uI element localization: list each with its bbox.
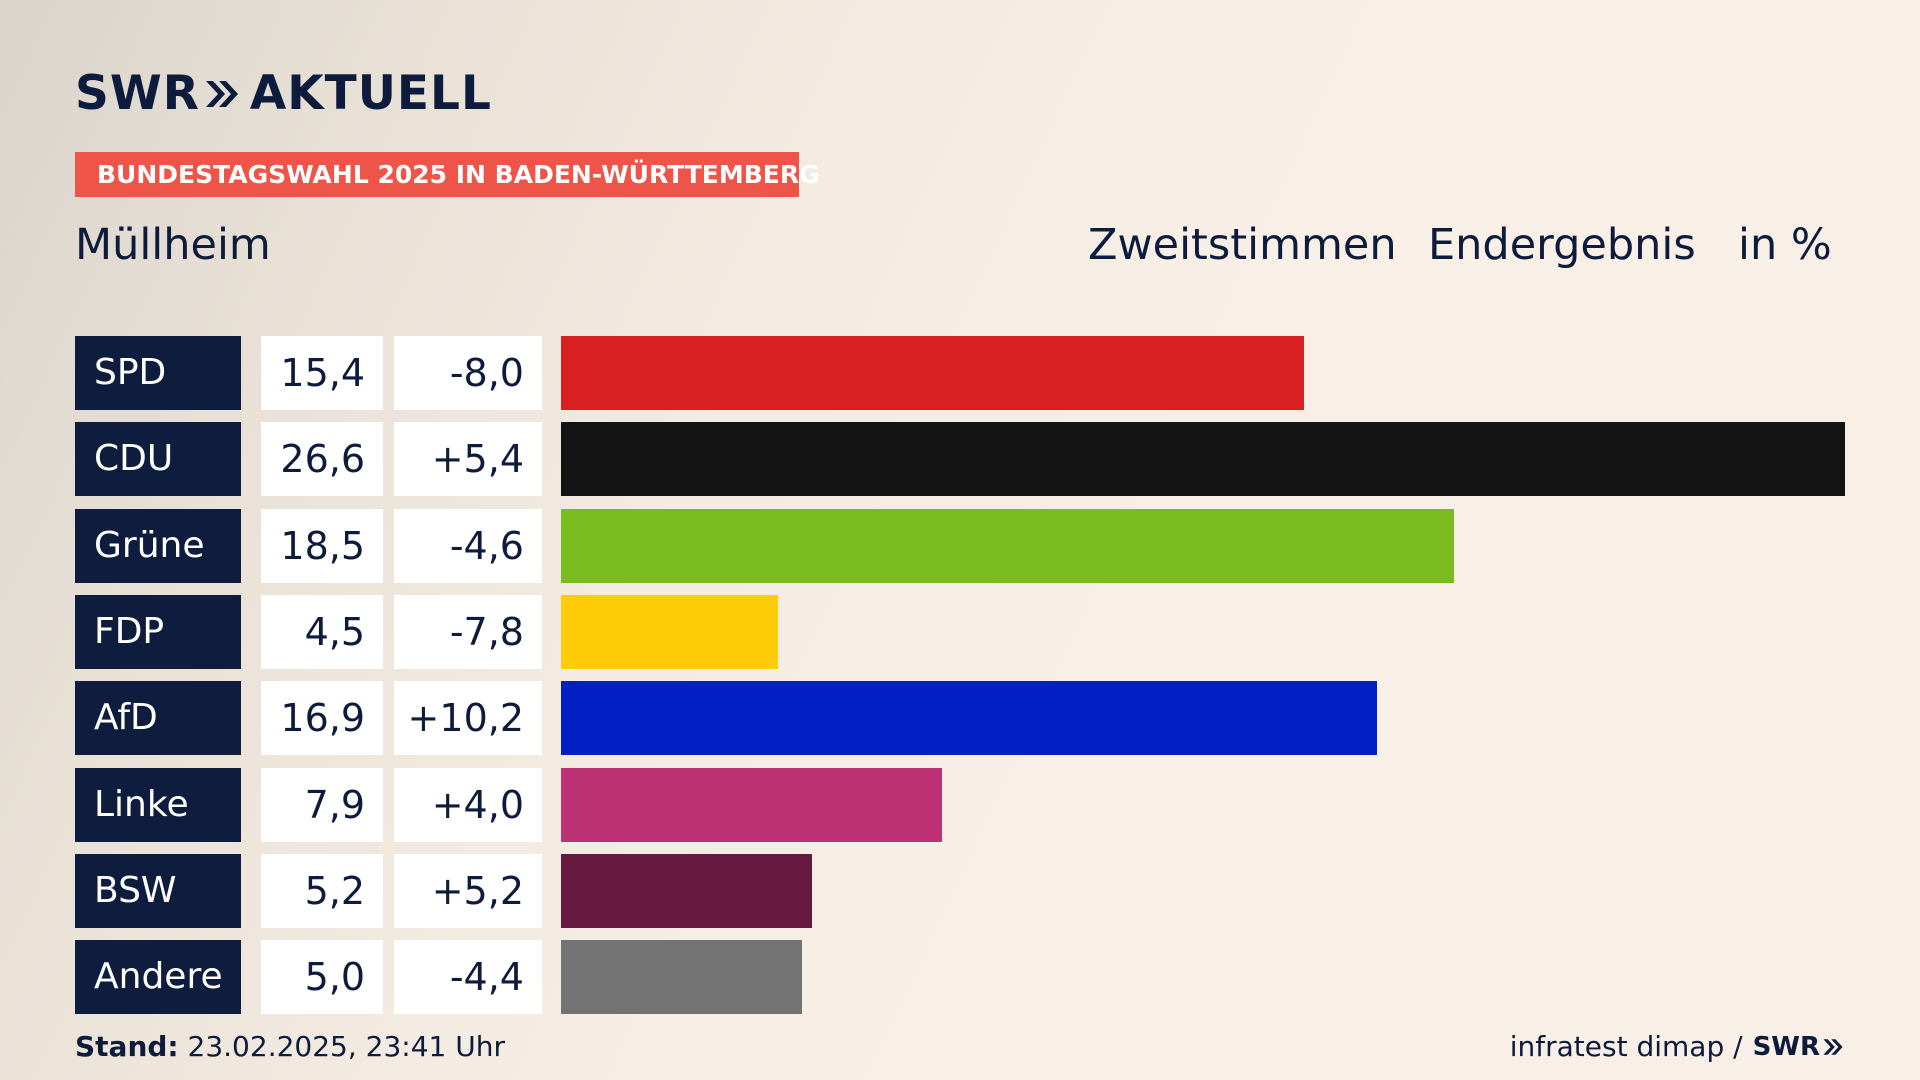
footer-stand: Stand: 23.02.2025, 23:41 Uhr [75, 1030, 505, 1063]
party-bar [561, 940, 802, 1014]
party-value: 18,5 [261, 509, 383, 583]
logo-swr: SWR [75, 66, 200, 121]
party-change: +5,2 [394, 854, 542, 928]
header-unit: in % [1738, 220, 1832, 270]
party-label: CDU [75, 422, 241, 496]
region-title: Müllheim [75, 220, 271, 270]
source-brand-logo: SWR [1753, 1032, 1844, 1062]
party-label: BSW [75, 854, 241, 928]
party-bar [561, 595, 778, 669]
party-change: -4,4 [394, 940, 542, 1014]
footer-source: infratest dimap / SWR [1510, 1030, 1844, 1063]
party-change: +10,2 [394, 681, 542, 755]
party-label: SPD [75, 336, 241, 410]
party-value: 15,4 [261, 336, 383, 410]
party-label: Andere [75, 940, 241, 1014]
party-label: FDP [75, 595, 241, 669]
party-label: Grüne [75, 509, 241, 583]
party-change: -4,6 [394, 509, 542, 583]
header-status: Endergebnis [1428, 220, 1696, 270]
party-value: 7,9 [261, 768, 383, 842]
election-badge: BUNDESTAGSWAHL 2025 IN BADEN-WÜRTTEMBERG [75, 152, 820, 197]
stand-value: 23.02.2025, 23:41 Uhr [187, 1030, 505, 1063]
header-vote-type: Zweitstimmen [1088, 220, 1397, 270]
swr-aktuell-logo: SWR AKTUELL [75, 66, 492, 121]
party-change: -8,0 [394, 336, 542, 410]
party-value: 5,0 [261, 940, 383, 1014]
source-text: infratest dimap / [1509, 1030, 1743, 1063]
party-change: +4,0 [394, 768, 542, 842]
party-label: Linke [75, 768, 241, 842]
double-chevron-icon [204, 66, 240, 121]
party-bar [561, 336, 1304, 410]
party-value: 26,6 [261, 422, 383, 496]
party-bar [561, 509, 1454, 583]
source-brand: SWR [1752, 1031, 1820, 1062]
party-bar [561, 768, 942, 842]
party-label: AfD [75, 681, 241, 755]
party-value: 4,5 [261, 595, 383, 669]
party-value: 5,2 [261, 854, 383, 928]
party-bar [561, 422, 1845, 496]
party-bar [561, 854, 812, 928]
logo-aktuell: AKTUELL [249, 66, 492, 121]
party-value: 16,9 [261, 681, 383, 755]
party-change: +5,4 [394, 422, 542, 496]
party-change: -7,8 [394, 595, 542, 669]
party-bar [561, 681, 1377, 755]
stand-label: Stand: [75, 1030, 179, 1063]
